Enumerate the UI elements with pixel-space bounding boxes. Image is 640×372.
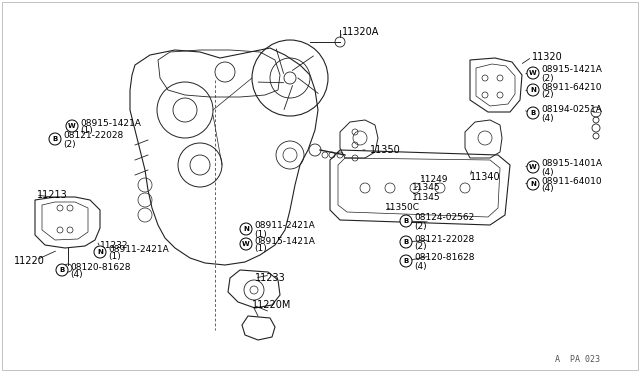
Circle shape bbox=[49, 133, 61, 145]
Text: 08911-64010: 08911-64010 bbox=[541, 176, 602, 186]
Text: N: N bbox=[530, 87, 536, 93]
Text: N: N bbox=[530, 181, 536, 187]
Text: 11213: 11213 bbox=[37, 190, 68, 200]
Text: 08120-81628: 08120-81628 bbox=[70, 263, 131, 272]
Text: B: B bbox=[52, 136, 58, 142]
Text: 08915-1421A: 08915-1421A bbox=[254, 237, 315, 246]
Circle shape bbox=[527, 161, 539, 173]
Text: (2): (2) bbox=[541, 74, 554, 83]
Text: 08915-1421A: 08915-1421A bbox=[80, 119, 141, 128]
Circle shape bbox=[94, 246, 106, 258]
Text: N: N bbox=[243, 226, 249, 232]
Text: (4): (4) bbox=[541, 185, 554, 193]
Text: (2): (2) bbox=[414, 243, 427, 251]
Text: (4): (4) bbox=[541, 113, 554, 122]
Circle shape bbox=[400, 255, 412, 267]
Text: 08911-2421A: 08911-2421A bbox=[254, 221, 315, 231]
Text: 08194-0251A: 08194-0251A bbox=[541, 106, 602, 115]
Text: 08911-2421A: 08911-2421A bbox=[108, 244, 169, 253]
Text: 11320A: 11320A bbox=[342, 27, 380, 37]
Text: 11345: 11345 bbox=[412, 192, 440, 202]
Text: 11220M: 11220M bbox=[252, 300, 291, 310]
Text: W: W bbox=[529, 164, 537, 170]
Text: (2): (2) bbox=[541, 90, 554, 99]
Text: B: B bbox=[403, 218, 408, 224]
Circle shape bbox=[527, 178, 539, 190]
Text: 08915-1421A: 08915-1421A bbox=[541, 65, 602, 74]
Text: W: W bbox=[68, 123, 76, 129]
Text: 08911-64210: 08911-64210 bbox=[541, 83, 602, 92]
Circle shape bbox=[400, 236, 412, 248]
Text: N: N bbox=[97, 249, 103, 255]
Circle shape bbox=[56, 264, 68, 276]
Text: (4): (4) bbox=[414, 262, 427, 270]
Text: 08915-1401A: 08915-1401A bbox=[541, 160, 602, 169]
Text: W: W bbox=[242, 241, 250, 247]
Text: W: W bbox=[529, 70, 537, 76]
Text: 11350: 11350 bbox=[370, 145, 401, 155]
Text: 11233: 11233 bbox=[255, 273, 285, 283]
Text: 08121-22028: 08121-22028 bbox=[63, 131, 124, 141]
Circle shape bbox=[240, 223, 252, 235]
Text: 08124-02562: 08124-02562 bbox=[414, 214, 474, 222]
Circle shape bbox=[240, 238, 252, 250]
Circle shape bbox=[527, 107, 539, 119]
Text: 08120-81628: 08120-81628 bbox=[414, 253, 474, 263]
Text: 11345: 11345 bbox=[412, 183, 440, 192]
Text: B: B bbox=[60, 267, 65, 273]
Text: (4): (4) bbox=[70, 270, 83, 279]
Text: (2): (2) bbox=[414, 221, 427, 231]
Text: (1): (1) bbox=[108, 253, 121, 262]
Text: B: B bbox=[403, 258, 408, 264]
Text: (2): (2) bbox=[63, 140, 76, 148]
Circle shape bbox=[527, 84, 539, 96]
Text: 11320: 11320 bbox=[532, 52, 563, 62]
Circle shape bbox=[527, 67, 539, 79]
Text: A  PA 023: A PA 023 bbox=[555, 356, 600, 365]
Text: (1): (1) bbox=[254, 244, 267, 253]
Text: 11220: 11220 bbox=[14, 256, 45, 266]
Circle shape bbox=[66, 120, 78, 132]
Text: 11249: 11249 bbox=[420, 174, 449, 183]
Text: 11340: 11340 bbox=[470, 172, 500, 182]
Text: (1): (1) bbox=[254, 230, 267, 238]
Text: 11232: 11232 bbox=[100, 241, 129, 250]
Text: (4): (4) bbox=[541, 167, 554, 176]
Circle shape bbox=[400, 215, 412, 227]
Text: 11350C: 11350C bbox=[385, 203, 420, 212]
Text: (1): (1) bbox=[80, 126, 93, 135]
Text: B: B bbox=[403, 239, 408, 245]
Text: B: B bbox=[531, 110, 536, 116]
Text: 08121-22028: 08121-22028 bbox=[414, 234, 474, 244]
